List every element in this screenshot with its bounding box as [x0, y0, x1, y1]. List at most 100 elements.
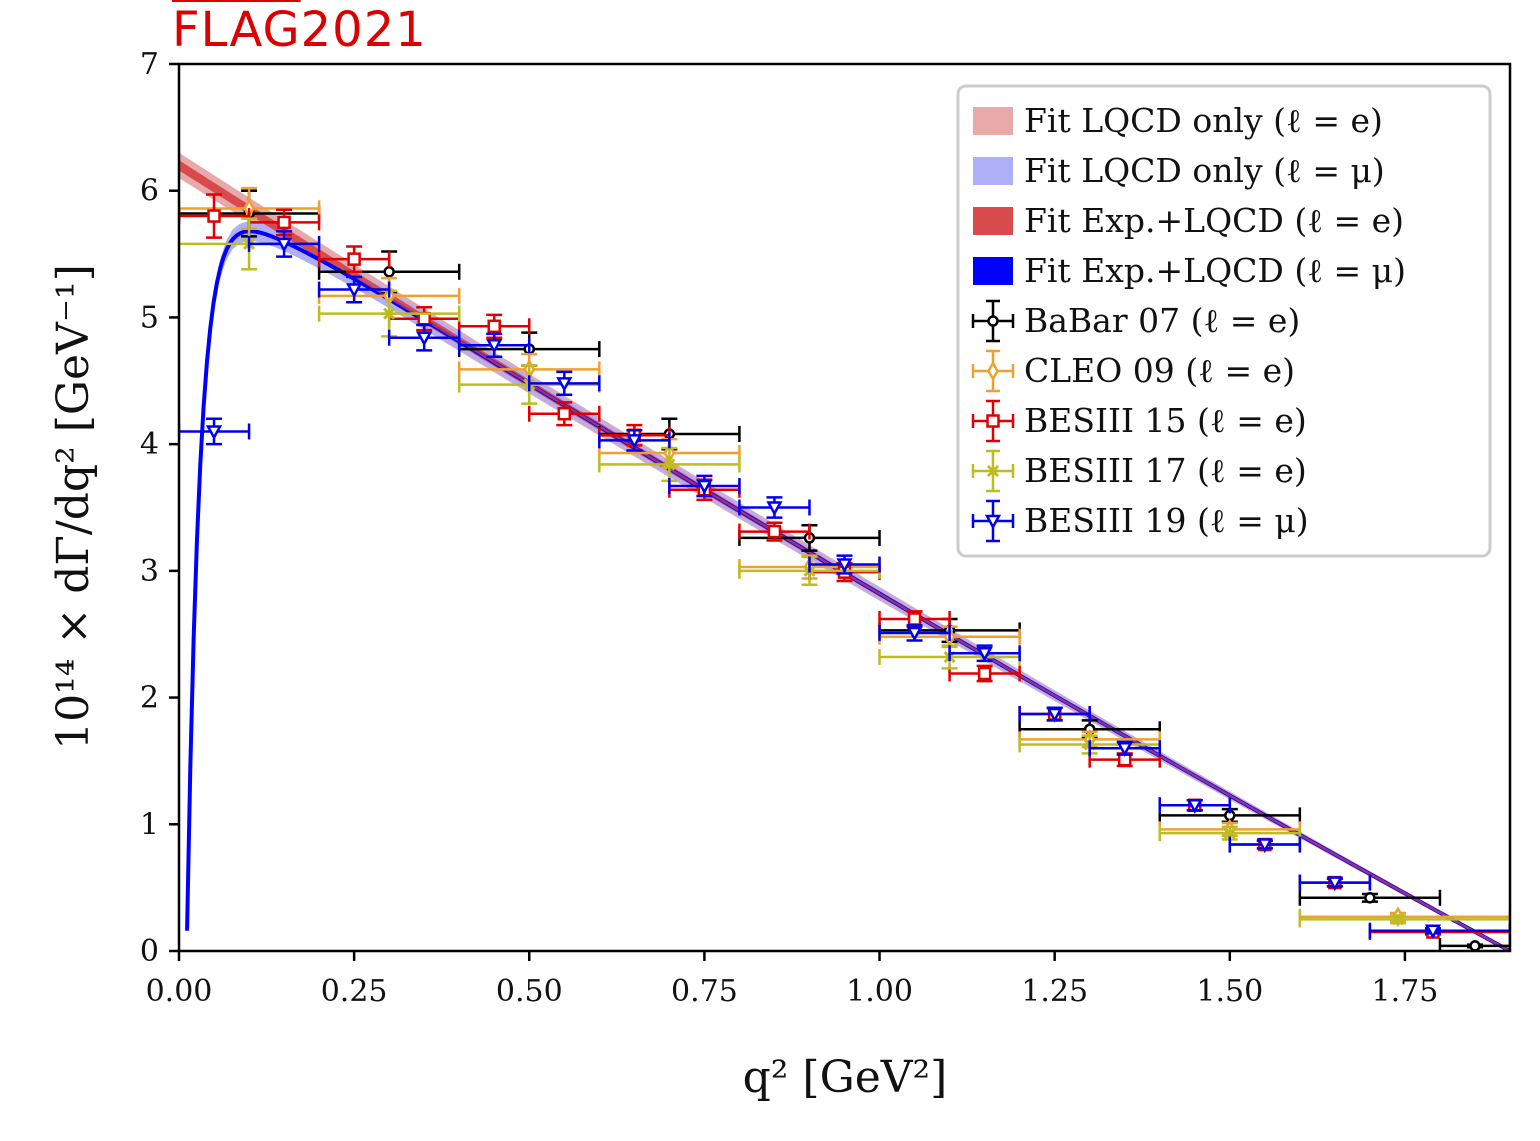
marker-triangle [1326, 876, 1343, 892]
marker-square [767, 524, 782, 539]
marker-triangle [275, 237, 293, 253]
marker-circle [987, 315, 999, 327]
data-point [878, 624, 951, 642]
legend-item: BESIII 15 (ℓ = e) [971, 399, 1307, 443]
data-point [598, 428, 671, 452]
data-point [668, 474, 741, 498]
y-tick-label: 5 [140, 300, 159, 335]
data-point [528, 370, 601, 396]
marker-diamond [987, 360, 999, 382]
data-point [1298, 874, 1372, 892]
legend-item: Fit Exp.+LQCD (ℓ = e) [973, 201, 1404, 240]
data-point [1228, 836, 1302, 854]
legend-item: BESIII 19 (ℓ = μ) [971, 499, 1309, 543]
marker-x [383, 307, 396, 320]
y-tick-label: 6 [140, 174, 159, 209]
marker-square [487, 319, 501, 334]
data-point [457, 332, 531, 358]
x-tick-label: 1.25 [1021, 974, 1088, 1009]
x-tick-label: 1.75 [1372, 974, 1439, 1009]
x-tick-label: 0.75 [671, 974, 738, 1009]
data-point [1368, 922, 1510, 940]
legend-label: BESIII 15 (ℓ = e) [1024, 401, 1307, 440]
marker-triangle [984, 514, 1002, 530]
marker-triangle [766, 501, 783, 517]
x-tick-label: 0.25 [321, 974, 388, 1009]
y-tick-label: 2 [140, 681, 159, 716]
marker-triangle [626, 434, 643, 449]
legend-swatch [973, 207, 1013, 235]
marker-triangle [836, 558, 853, 574]
data-point [317, 245, 391, 274]
data-point [808, 554, 881, 575]
marker-triangle [1256, 838, 1273, 854]
marker-triangle [1116, 742, 1133, 757]
legend-swatch [973, 257, 1013, 285]
data-points [179, 186, 1510, 951]
legend-label: Fit Exp.+LQCD (ℓ = μ) [1024, 251, 1406, 290]
marker-circle [383, 266, 395, 278]
marker-square [207, 209, 221, 223]
marker-triangle [486, 339, 503, 354]
y-tick-label: 0 [140, 934, 159, 969]
y-axis-title: 10¹⁴ × dΓ/dq² [GeV⁻¹] [48, 264, 99, 750]
legend-item: CLEO 09 (ℓ = e) [971, 349, 1295, 393]
data-point [179, 417, 251, 446]
data-point [1018, 706, 1091, 723]
marker-x [986, 464, 1000, 478]
marker-circle [1364, 892, 1376, 904]
data-point [1438, 937, 1510, 951]
x-tick-label: 0.50 [496, 974, 563, 1009]
flag-2021-logo: FLAG2021 [172, 2, 427, 58]
marker-triangle [906, 626, 923, 642]
legend-item: Fit LQCD only (ℓ = μ) [973, 151, 1385, 190]
legend: Fit LQCD only (ℓ = e) Fit LQCD only (ℓ = … [956, 84, 1492, 558]
data-point [1298, 889, 1442, 906]
x-axis: 0.00 0.25 0.50 0.75 1.00 1.25 1.50 1.75 [146, 951, 1439, 1009]
marker-square [907, 612, 922, 626]
legend-box [956, 84, 1492, 558]
series-besiii-19 [179, 230, 1510, 940]
marker-triangle [346, 283, 363, 299]
marker-x [663, 458, 676, 471]
legend-item: Fit LQCD only (ℓ = e) [973, 101, 1383, 140]
marker-triangle [205, 425, 223, 441]
y-axis: 0 1 2 3 4 5 6 7 [140, 47, 179, 969]
legend-label: Fit LQCD only (ℓ = e) [1024, 101, 1383, 140]
data-point [317, 275, 391, 304]
data-point [1088, 740, 1161, 757]
data-point [878, 610, 951, 628]
plot-frame [177, 62, 1512, 953]
data-point [1298, 911, 1510, 928]
x-tick-label: 1.00 [846, 974, 913, 1009]
y-tick-label: 3 [140, 554, 159, 589]
y-tick-label: 4 [140, 427, 159, 462]
marker-triangle [416, 331, 433, 347]
marker-square [277, 215, 291, 230]
data-point [1158, 825, 1302, 842]
data-point [247, 230, 321, 258]
legend-label: Fit LQCD only (ℓ = μ) [1024, 151, 1385, 190]
legend-label: BaBar 07 (ℓ = e) [1024, 301, 1300, 340]
legend-item: Fit Exp.+LQCD (ℓ = μ) [973, 251, 1406, 290]
marker-triangle [696, 479, 713, 495]
legend-item: BaBar 07 (ℓ = e) [971, 299, 1300, 343]
legend-label: BESIII 19 (ℓ = μ) [1024, 501, 1309, 540]
marker-x [1391, 913, 1404, 926]
x-tick-label: 1.50 [1196, 974, 1263, 1009]
data-point [948, 644, 1021, 663]
data-point [1158, 797, 1232, 814]
data-point [179, 193, 251, 239]
legend-item: BESIII 17 (ℓ = e) [971, 449, 1307, 493]
data-point [528, 401, 601, 427]
brand-year: 2021 [300, 2, 427, 58]
legend-label: BESIII 17 (ℓ = e) [1024, 451, 1307, 490]
legend-label: CLEO 09 (ℓ = e) [1024, 351, 1295, 390]
x-axis-title: q² [GeV²] [743, 1052, 948, 1103]
marker-square [347, 252, 361, 266]
legend-swatch [973, 107, 1013, 135]
marker-square [977, 666, 992, 681]
data-point [738, 496, 811, 519]
marker-x [1223, 827, 1236, 840]
